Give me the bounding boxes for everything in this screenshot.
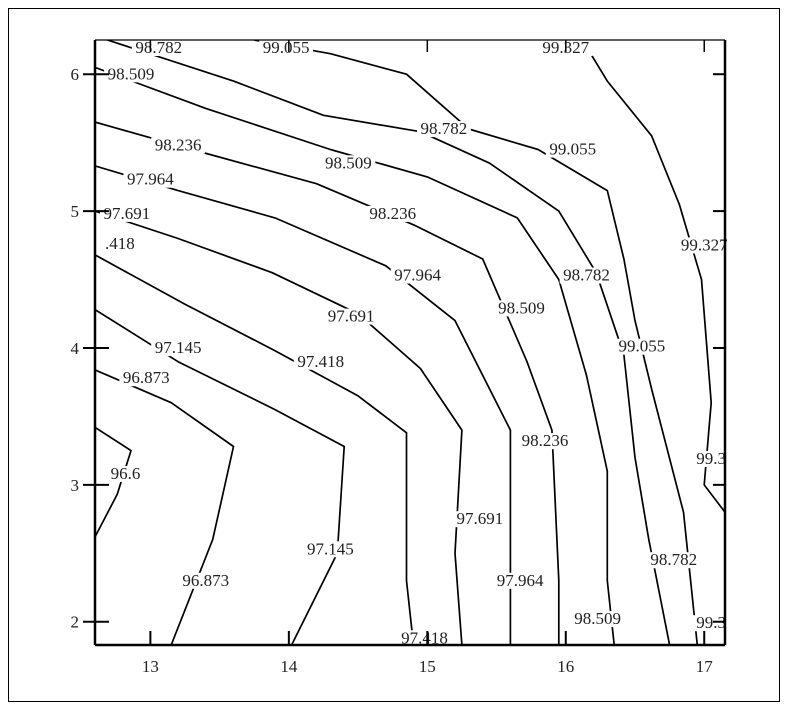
contour-label-bg (119, 370, 174, 387)
contour-label-bg (545, 141, 600, 158)
contour-label-99-055: 99.055 (549, 140, 596, 159)
contour-label-96-873: 96.873 (182, 571, 229, 590)
contour-label-bg (259, 40, 313, 56)
x-tick-label: 15 (419, 657, 436, 676)
contour-line-97-964 (95, 165, 512, 645)
contour-label-96-873: 96.873 (123, 368, 170, 387)
contour-label-bg (303, 541, 358, 558)
contour-label-97-145: 97.145 (155, 338, 202, 357)
contour-label-bg (493, 572, 547, 589)
contour-label-97-964: 97.964 (394, 266, 441, 285)
contour-label-bg (646, 552, 701, 569)
contour-label-98-782: 98.782 (650, 550, 697, 569)
contour-label-bg (151, 137, 205, 154)
y-tick-label: 3 (71, 476, 80, 495)
contour-label-98-509: 98.509 (498, 298, 545, 317)
contour-line-96-873 (95, 369, 235, 645)
contour-label-98-782: 98.782 (421, 119, 468, 138)
contour-label-bg (494, 300, 549, 317)
contour-label-bg (559, 267, 614, 284)
contour-label-97-418: 97.418 (297, 352, 344, 371)
contour-line-97-418 (95, 254, 415, 645)
contour-label-bg (293, 353, 348, 370)
y-tick-label: 2 (71, 613, 80, 632)
contour-label-99-055: 99.055 (619, 337, 666, 356)
x-tick-label: 16 (557, 657, 574, 676)
contour-label-98-782: 98.782 (563, 266, 610, 285)
y-tick-label: 6 (71, 65, 80, 84)
contour-label-97-691: 97.691 (328, 307, 375, 326)
contour-label-bg (101, 236, 139, 253)
contour-lines (95, 40, 725, 645)
contour-label-99-055: 99.055 (263, 38, 310, 57)
contour-label-bg (570, 611, 625, 628)
contour-label-99-327: 99.3 (696, 613, 726, 632)
contour-label-bg (321, 155, 376, 172)
contour-label-bg (417, 121, 471, 138)
contour-line-98-782 (104, 40, 671, 645)
contour-label-bg (365, 205, 420, 222)
y-tick-label: 5 (71, 202, 80, 221)
contour-label-bg (453, 511, 507, 528)
contour-label-98-782: 98.782 (135, 38, 182, 57)
contour-label-bg (692, 450, 730, 467)
contour-label-bg (677, 237, 732, 254)
contour-label-bg (151, 340, 205, 357)
contour-label-bg (123, 171, 178, 188)
contour-label-bg (178, 572, 233, 589)
contour-line-98-236 (95, 121, 560, 645)
contour-label-98-236: 98.236 (369, 204, 416, 223)
contour-label-bg (397, 630, 452, 647)
contour-label-97-145: 97.145 (307, 539, 354, 558)
x-tick-label: 14 (280, 657, 298, 676)
contour-label-bg (106, 466, 145, 483)
contour-line-97-691 (95, 210, 463, 645)
contour-label-97-691: 97.691 (457, 509, 504, 528)
contour-label-97-964: 97.964 (497, 571, 544, 590)
contour-label-97-418: .418 (105, 234, 135, 253)
y-tick-label: 4 (71, 339, 80, 358)
contour-label-bg (615, 338, 669, 355)
contour-label-99-327: 99.3 (696, 449, 726, 468)
contour-label-99-327: 99.327 (681, 235, 728, 254)
contour-label-98-509: 98.509 (325, 153, 372, 172)
contour-label-98-236: 98.236 (522, 431, 569, 450)
contour-label-bg (518, 433, 572, 450)
contour-label-96-6: 96.6 (111, 464, 141, 483)
contour-label-97-964: 97.964 (127, 170, 174, 189)
contour-label-97-691: 97.691 (103, 204, 150, 223)
figure-frame (8, 8, 780, 702)
x-tick-label: 17 (696, 657, 714, 676)
contour-label-98-509: 98.509 (574, 609, 621, 628)
contour-label-bg (99, 205, 154, 222)
contour-label-98-236: 98.236 (155, 136, 202, 155)
contour-label-97-418: 97.418 (401, 628, 448, 647)
x-tick-label: 13 (142, 657, 159, 676)
contour-label-bg (692, 615, 730, 632)
contour-label-bg (131, 40, 186, 56)
contour-line-98-509 (95, 66, 616, 645)
contour-label-bg (390, 267, 445, 284)
contour-labels: 96.6 96.873 96.873 97.145 97.145 .418 97.418 97… (99, 38, 732, 647)
contour-line-99-055 (254, 40, 699, 645)
contour-label-bg (104, 66, 158, 83)
plot-axes: 13 14 15 16 17 2 3 4 5 6 (71, 39, 727, 676)
contour-label-bg (324, 308, 379, 325)
contour-label-98-509: 98.509 (108, 64, 155, 83)
